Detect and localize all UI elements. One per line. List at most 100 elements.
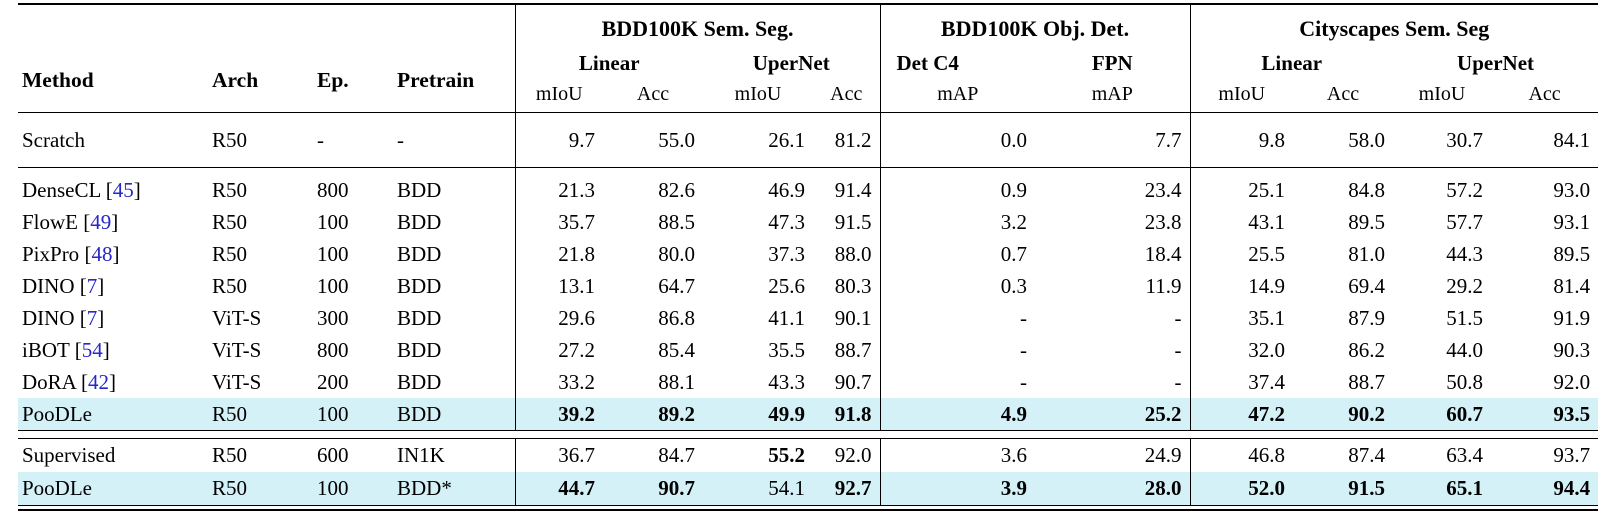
- pretrain-cell: BDD: [393, 334, 516, 366]
- bdd-upernet-miou-cell: 35.5: [768, 337, 805, 362]
- ep-cell: 600: [317, 443, 349, 467]
- pretrain-cell: BDD: [393, 398, 516, 431]
- top-rule: [18, 3, 1598, 5]
- ep-cell: 800: [317, 177, 349, 202]
- bdd-linear-miou-cell: 13.1: [558, 273, 595, 298]
- method-name: DINO: [22, 305, 75, 330]
- bdd-fpn-map-cell: -: [1035, 302, 1191, 334]
- table-row: PooDLe R50 100 BDD 39.2 89.2 49.9 91.8 4.9 25.2 47…: [18, 398, 1599, 431]
- table-row: DenseCL [45] R50 800 BDD 21.3 82.6 46.9 91.4 0.9…: [18, 167, 1598, 206]
- citation-link[interactable]: 42: [87, 369, 109, 394]
- bdd-linear-miou-cell: 21.8: [558, 241, 595, 266]
- cs-linear-miou-cell: 52.0: [1190, 472, 1294, 506]
- bdd-linear-acc-cell: 84.7: [658, 443, 695, 467]
- bdd-fpn-map-cell: 23.4: [1035, 167, 1191, 206]
- subheader-cs-linear: Linear: [1261, 50, 1323, 75]
- results-table-container: BDD100K Sem. Seg. BDD100K Obj. Det. City…: [0, 3, 1616, 511]
- cs-linear-acc-cell: 89.5: [1348, 209, 1386, 234]
- cs-upernet-miou-cell: 63.4: [1446, 443, 1484, 467]
- bdd-det-c4-map-cell: 4.9: [880, 398, 1036, 431]
- header-metric-row: mIoU Acc mIoU Acc mAP mAP mIoU Acc mIoU …: [18, 78, 1599, 113]
- method-cell: DINO [7]: [22, 273, 105, 298]
- bdd-upernet-acc-cell: 91.4: [813, 167, 881, 206]
- bdd-det-c4-map-cell: -: [1020, 369, 1028, 394]
- method-cell: PooDLe: [18, 472, 208, 506]
- cs-linear-acc-cell: 91.5: [1293, 472, 1394, 506]
- arch-cell: ViT-S: [212, 305, 262, 330]
- cs-linear-acc-cell: 87.9: [1348, 305, 1386, 330]
- cs-linear-miou-cell: 14.9: [1248, 273, 1286, 298]
- header-spacer: [18, 5, 516, 48]
- cs-linear-miou-cell: 47.2: [1190, 398, 1294, 431]
- cs-upernet-acc-cell: 93.7: [1553, 443, 1591, 467]
- bdd-upernet-acc-cell: 88.7: [813, 334, 881, 366]
- method-cell: DoRA [42]: [22, 369, 116, 394]
- bdd-linear-miou-cell: 36.7: [558, 443, 595, 467]
- col-header-bdd-upernet-miou: mIoU: [703, 78, 813, 113]
- cs-upernet-miou-cell: 50.8: [1446, 369, 1484, 394]
- cs-linear-miou-cell: 32.0: [1248, 337, 1286, 362]
- supervised-section: Supervised R50 600 IN1K 36.7 84.7 55.2 92.0 3.6 2…: [18, 438, 1599, 506]
- bdd-linear-acc-cell: 80.0: [658, 241, 695, 266]
- bdd-linear-miou-cell: 39.2: [515, 398, 603, 431]
- bdd-det-c4-map-cell: 0.7: [1000, 241, 1028, 266]
- cs-upernet-acc-cell: 91.9: [1553, 305, 1591, 330]
- citation-link[interactable]: 45: [112, 177, 134, 202]
- arch-cell: ViT-S: [212, 369, 262, 394]
- cs-linear-acc-cell: 88.7: [1348, 369, 1386, 394]
- cs-linear-acc-cell: 81.0: [1348, 241, 1386, 266]
- cs-linear-miou-cell: 37.4: [1248, 369, 1286, 394]
- pretrain-cell: BDD: [393, 302, 516, 334]
- col-header-bdd-upernet-acc: Acc: [813, 78, 881, 113]
- bdd-det-c4-map-cell: 3.2: [1000, 209, 1028, 234]
- header-group-row: BDD100K Sem. Seg. BDD100K Obj. Det. City…: [18, 5, 1598, 48]
- citation-link[interactable]: 54: [81, 337, 103, 362]
- col-header-bdd-linear-acc: Acc: [603, 78, 703, 113]
- table-row: Supervised R50 600 IN1K 36.7 84.7 55.2 92.0 3.6 2…: [18, 438, 1598, 472]
- ep-cell: 800: [317, 337, 349, 362]
- citation-link[interactable]: 48: [91, 241, 113, 266]
- bdd-upernet-acc-cell: 81.2: [813, 112, 881, 168]
- citation-link[interactable]: 7: [86, 305, 98, 330]
- subheader-fpn: FPN: [1035, 48, 1191, 78]
- ep-cell: 300: [317, 305, 349, 330]
- bdd-upernet-acc-cell: 90.1: [813, 302, 881, 334]
- method-name: FlowE: [22, 209, 79, 234]
- bdd-fpn-map-cell: 7.7: [1035, 112, 1191, 168]
- bdd-upernet-acc-cell: 91.8: [813, 398, 881, 431]
- citation-link[interactable]: 7: [86, 273, 98, 298]
- arch-cell: R50: [212, 177, 248, 202]
- bdd-det-c4-map-cell: -: [1020, 305, 1028, 330]
- bdd-linear-miou-cell: 35.7: [558, 209, 595, 234]
- citation-link[interactable]: 49: [90, 209, 112, 234]
- method-name: DINO: [22, 273, 75, 298]
- bottom-rule: [18, 509, 1598, 511]
- bdd-linear-miou-cell: 33.2: [558, 369, 595, 394]
- pretrain-cell: BDD: [393, 238, 516, 270]
- bdd-upernet-acc-cell: 90.7: [813, 366, 881, 398]
- method-cell: PooDLe: [18, 398, 208, 431]
- arch-cell: R50: [212, 443, 248, 467]
- bdd-linear-miou-cell: 27.2: [558, 337, 595, 362]
- bdd-det-c4-map-cell: 0.3: [1000, 273, 1028, 298]
- cs-upernet-acc-cell: 81.4: [1553, 273, 1591, 298]
- bdd-fpn-map-cell: 18.4: [1035, 238, 1191, 270]
- table-row: iBOT [54] ViT-S 800 BDD 27.2 85.4 35.5 88.7 - - 32…: [18, 334, 1598, 366]
- cs-upernet-miou-cell: 44.0: [1446, 337, 1484, 362]
- bdd-linear-acc-cell: 64.7: [658, 273, 695, 298]
- bdd-upernet-acc-cell: 91.5: [813, 206, 881, 238]
- col-header-bdd-linear-miou: mIoU: [515, 78, 603, 113]
- cs-upernet-miou-cell: 65.1: [1393, 472, 1492, 506]
- col-header-cs-upernet-acc: Acc: [1491, 78, 1599, 113]
- bdd-pretrain-section: DenseCL [45] R50 800 BDD 21.3 82.6 46.9 91.4 0.9…: [18, 167, 1599, 431]
- cs-upernet-miou-cell: 30.7: [1393, 112, 1492, 168]
- col-header-cs-linear-miou: mIoU: [1190, 78, 1294, 113]
- cs-linear-acc-cell: 58.0: [1293, 112, 1394, 168]
- cs-upernet-miou-cell: 57.2: [1446, 177, 1484, 202]
- arch-cell: R50: [208, 398, 313, 431]
- arch-cell: R50: [212, 273, 248, 298]
- table-row: DoRA [42] ViT-S 200 BDD 33.2 88.1 43.3 90.7 - - 37…: [18, 366, 1598, 398]
- col-header-det-c4-map: mAP: [880, 78, 1036, 113]
- ep-cell: 100: [317, 209, 349, 234]
- bdd-det-c4-map-cell: 0.0: [880, 112, 1036, 168]
